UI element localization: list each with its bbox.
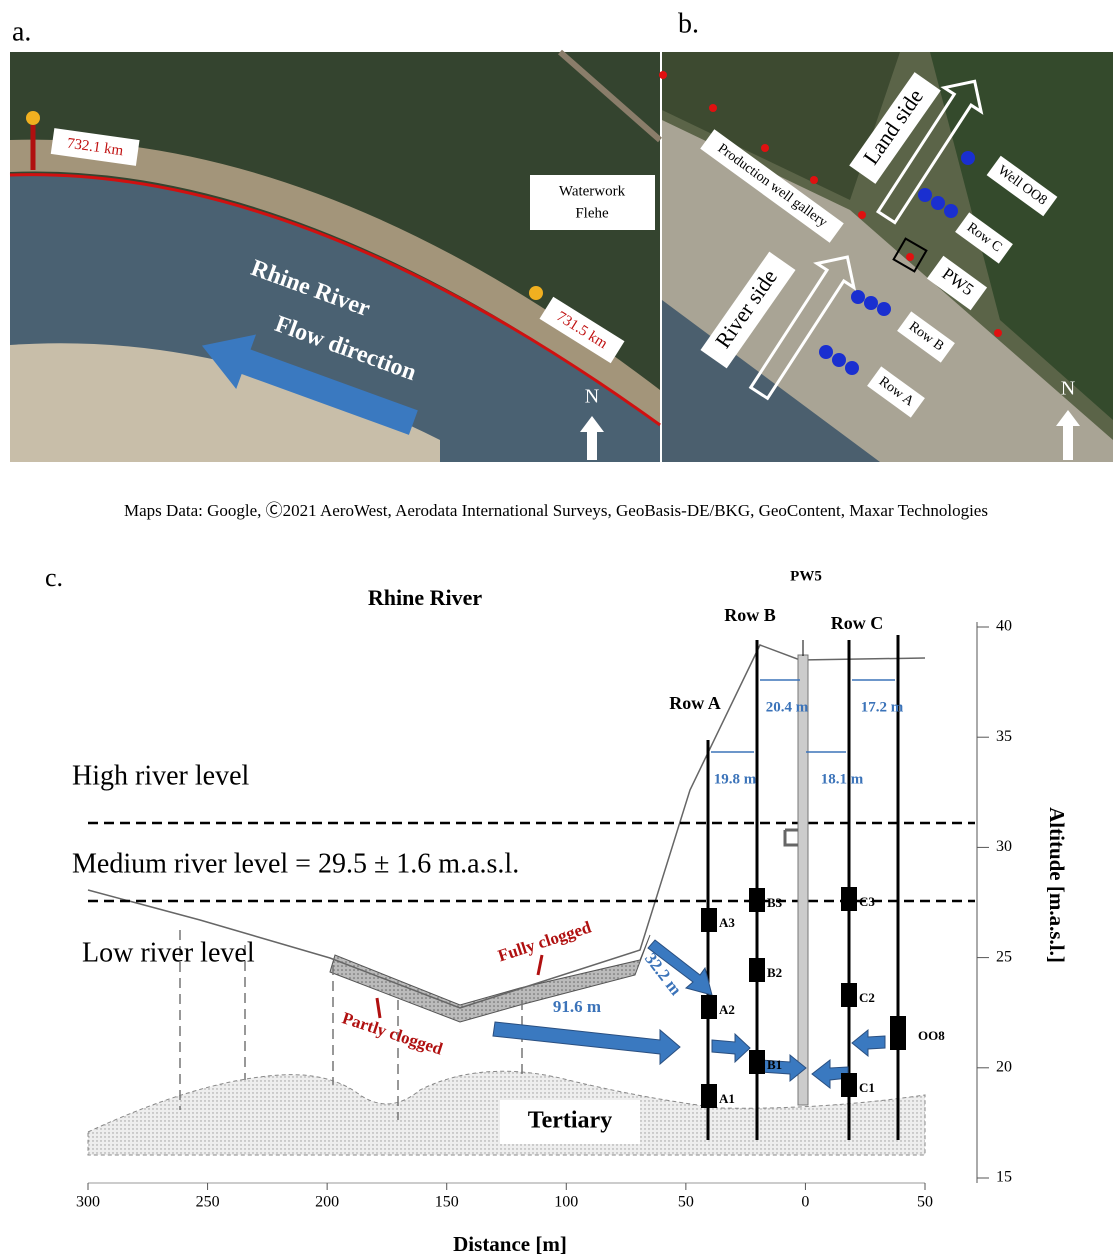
- sensor-label: B2: [767, 965, 782, 980]
- sensor: [890, 1016, 906, 1050]
- panel-label: a.: [12, 16, 31, 47]
- clogging-label: Partly clogged: [340, 1008, 446, 1058]
- sensor-label: C3: [859, 894, 875, 909]
- sensor-label: C2: [859, 990, 875, 1005]
- level-label: High river level: [72, 760, 249, 791]
- waterwork-label: Waterwork: [559, 183, 626, 199]
- sensor: [749, 1050, 765, 1074]
- level-label: Medium river level = 29.5 ± 1.6 m.a.s.l.: [72, 848, 519, 879]
- sensor: [841, 1073, 857, 1097]
- sensor: [841, 887, 857, 911]
- row-label: Row C: [831, 613, 884, 633]
- sensor: [701, 995, 717, 1019]
- waterwork-label: Flehe: [575, 205, 609, 221]
- distance-label: 91.6 m: [553, 997, 601, 1016]
- tertiary-label: Tertiary: [528, 1108, 612, 1134]
- x-axis-title: Distance [m]: [453, 1232, 567, 1256]
- piezometer-dots: [819, 151, 975, 375]
- sensor-label: B3: [767, 895, 783, 910]
- panel-c: c. Rhine River PW5 Row B Row C Row A 20.…: [45, 563, 1069, 1256]
- distance-label: 19.8 m: [714, 771, 757, 787]
- distance-label: 20.4 m: [766, 699, 809, 715]
- y-tick-label: 15: [996, 1169, 1012, 1186]
- y-tick-label: 40: [996, 618, 1012, 635]
- north-label: N: [1061, 378, 1075, 400]
- sensor-label: OO8: [918, 1028, 945, 1043]
- sensor-label: B1: [767, 1057, 782, 1072]
- panel-label: b.: [678, 8, 699, 39]
- km-marker: 732.1 km: [66, 136, 125, 160]
- x-tick-label: 100: [554, 1194, 578, 1211]
- caption: Maps Data: Google, Ⓒ2021 AeroWest, Aerod…: [124, 501, 988, 520]
- x-tick-label: 150: [435, 1194, 459, 1211]
- y-tick-label: 35: [996, 728, 1012, 745]
- panel-label: c.: [45, 563, 63, 592]
- x-tick-label: 250: [196, 1194, 220, 1211]
- x-tick-label: 50: [917, 1194, 933, 1211]
- north-label: N: [585, 386, 599, 408]
- y-axis-title: Altitude [m.a.s.l.]: [1045, 807, 1069, 963]
- sensor-label: C1: [859, 1080, 875, 1095]
- sensor: [841, 983, 857, 1007]
- x-tick-label: 50: [678, 1194, 694, 1211]
- y-tick-label: 25: [996, 948, 1012, 965]
- y-tick-label: 30: [996, 838, 1012, 855]
- x-tick-label: 300: [76, 1194, 100, 1211]
- sensor-label: A2: [719, 1002, 735, 1017]
- clogging-label: Fully clogged: [496, 917, 594, 965]
- distance-label: 17.2 m: [861, 699, 904, 715]
- panel-b: b. Land side River side Production well …: [659, 8, 1113, 462]
- distance-label: 18.1 m: [821, 771, 864, 787]
- y-tick-label: 20: [996, 1058, 1012, 1075]
- sensor-label: A3: [719, 915, 735, 930]
- sensor: [701, 1084, 717, 1108]
- sensor: [701, 908, 717, 932]
- level-label: Low river level: [82, 937, 255, 968]
- x-tick-label: 200: [315, 1194, 339, 1211]
- sensor-label: A1: [719, 1091, 735, 1106]
- pw5-label: PW5: [790, 568, 822, 584]
- sensor: [749, 958, 765, 982]
- river-label: Rhine River: [368, 585, 483, 610]
- panel-a: a. 732.1 km 731.5 km Waterwork Flehe Rhi…: [9, 16, 662, 462]
- well-dots: [659, 71, 1002, 337]
- row-label: Row A: [669, 693, 721, 713]
- row-label: Row B: [724, 605, 776, 625]
- sensor: [749, 888, 765, 912]
- x-tick-label: 0: [801, 1194, 809, 1211]
